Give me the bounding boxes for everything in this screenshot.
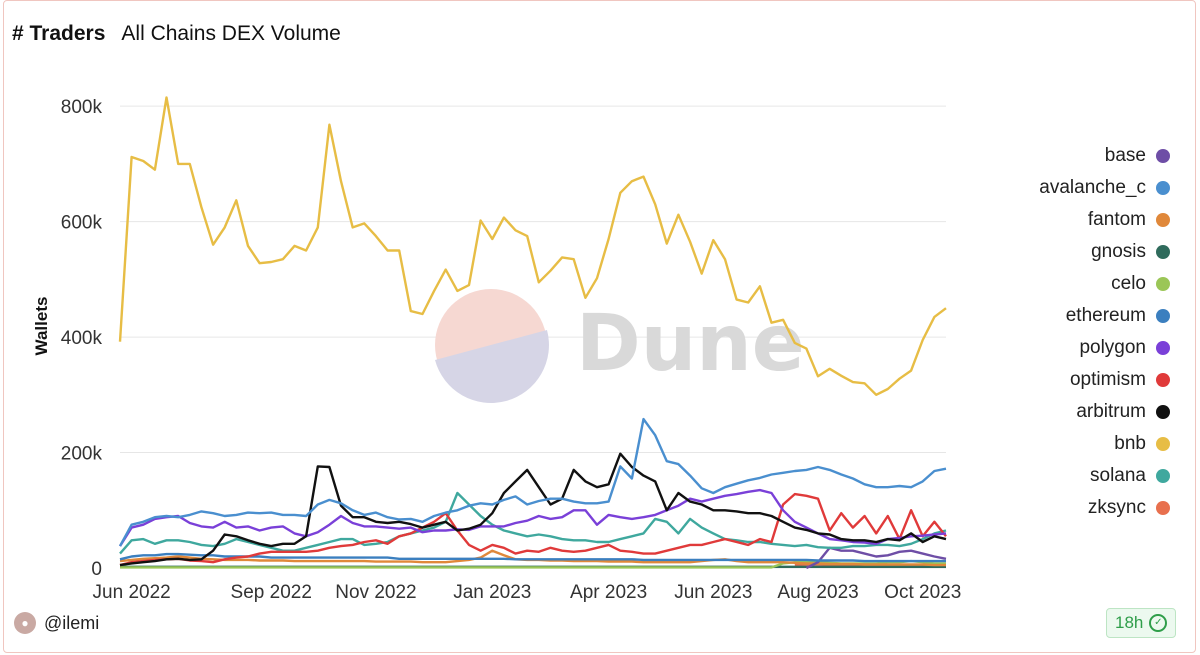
refresh-badge[interactable]: 18h ✓ (1106, 608, 1177, 638)
x-tick-label: Aug 2023 (777, 582, 858, 603)
legend-item-ethereum[interactable]: ethereum (1010, 300, 1170, 332)
series-line-polygon (118, 488, 947, 547)
check-circle-icon: ✓ (1149, 614, 1168, 632)
series-line-bnb (118, 96, 947, 396)
chart-header: # Traders All Chains DEX Volume (12, 22, 341, 46)
y-tick-label: 0 (91, 559, 102, 580)
y-tick-label: 400k (61, 328, 103, 349)
series-line-arbitrum (119, 452, 947, 567)
legend-swatch (1156, 469, 1170, 483)
legend-label: base (1104, 145, 1146, 166)
watermark-logo-segment (435, 330, 549, 403)
x-tick-label: Jun 2022 (93, 582, 171, 603)
legend-item-base[interactable]: base (1010, 140, 1170, 172)
y-axis-label: Wallets (32, 297, 51, 356)
legend-label: ethereum (1065, 305, 1146, 326)
series-line-avalanche_c (118, 417, 947, 547)
legend-swatch (1156, 277, 1170, 291)
x-tick-label: Oct 2023 (884, 582, 961, 603)
y-tick-label: 600k (61, 213, 103, 234)
x-tick-label: Jan 2023 (453, 582, 531, 603)
legend-label: optimism (1069, 369, 1146, 390)
y-tick-label: 200k (61, 444, 103, 465)
legend-swatch (1156, 181, 1170, 195)
legend-item-celo[interactable]: celo (1010, 268, 1170, 300)
x-tick-label: Nov 2022 (335, 582, 416, 603)
legend-item-fantom[interactable]: fantom (1010, 204, 1170, 236)
author[interactable]: ● @ilemi (14, 612, 99, 634)
legend-label: fantom (1087, 209, 1146, 230)
legend-swatch (1156, 309, 1170, 323)
x-tick-label: Apr 2023 (570, 582, 647, 603)
series-line-ethereum (119, 552, 946, 563)
legend-item-bnb[interactable]: bnb (1010, 428, 1170, 460)
legend-swatch (1156, 149, 1170, 163)
legend-item-solana[interactable]: solana (1010, 460, 1170, 492)
legend-item-polygon[interactable]: polygon (1010, 332, 1170, 364)
legend-label: solana (1090, 465, 1146, 486)
legend-item-optimism[interactable]: optimism (1010, 364, 1170, 396)
legend-swatch (1156, 405, 1170, 419)
legend-item-avalanche_c[interactable]: avalanche_c (1010, 172, 1170, 204)
avatar-icon: ● (14, 612, 36, 634)
legend-label: polygon (1079, 337, 1146, 358)
legend-swatch (1156, 341, 1170, 355)
legend-swatch (1156, 213, 1170, 227)
legend-item-zksync[interactable]: zksync (1010, 492, 1170, 524)
y-tick-label: 800k (61, 97, 103, 118)
legend-label: zksync (1087, 497, 1146, 518)
legend-label: gnosis (1091, 241, 1146, 262)
series-line-optimism (119, 492, 947, 567)
legend-swatch (1156, 437, 1170, 451)
legend-swatch (1156, 245, 1170, 259)
legend-item-arbitrum[interactable]: arbitrum (1010, 396, 1170, 428)
legend-label: bnb (1114, 433, 1146, 454)
legend-swatch (1156, 373, 1170, 387)
legend-item-gnosis[interactable]: gnosis (1010, 236, 1170, 268)
x-tick-label: Jun 2023 (674, 582, 752, 603)
refresh-age: 18h (1115, 613, 1144, 632)
query-title[interactable]: # Traders (12, 22, 106, 45)
legend-swatch (1156, 501, 1170, 515)
legend-label: celo (1111, 273, 1146, 294)
legend-label: avalanche_c (1039, 177, 1146, 198)
legend-label: arbitrum (1076, 401, 1146, 422)
author-handle[interactable]: @ilemi (44, 612, 100, 633)
watermark-text: Dune (576, 299, 805, 389)
chart-subtitle: All Chains DEX Volume (121, 22, 341, 45)
x-tick-label: Sep 2022 (231, 582, 312, 603)
